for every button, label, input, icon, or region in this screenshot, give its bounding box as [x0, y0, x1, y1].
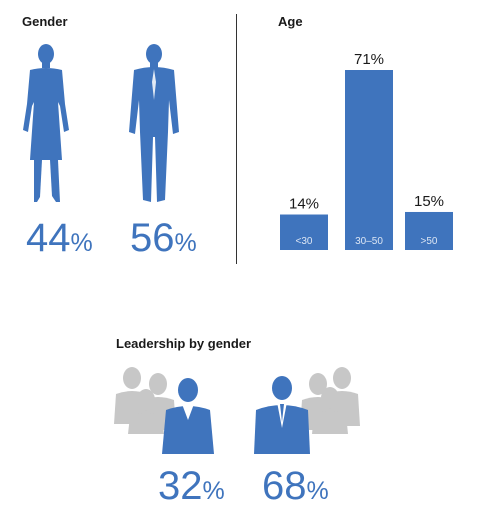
- age-bar: [345, 70, 393, 250]
- gender-female-unit: %: [70, 229, 93, 257]
- leadership-male-value: 68: [262, 464, 307, 508]
- age-bar-chart: 14% <30 71% 30–50 15% >50: [280, 51, 453, 250]
- leadership-female-value: 32: [158, 464, 203, 508]
- age-bar: [405, 211, 453, 250]
- age-bar-value-label: 15%: [414, 193, 444, 210]
- leadership-male-unit: %: [306, 477, 329, 505]
- men-group-icon: [254, 367, 360, 454]
- age-bar-value-label: 14%: [289, 196, 319, 213]
- age-bar-category-label: <30: [296, 236, 313, 247]
- age-bar-value-label: 71%: [354, 51, 384, 68]
- gender-female-value: 44: [26, 216, 71, 260]
- woman-figure-icon: [23, 44, 69, 202]
- gender-male-unit: %: [174, 229, 197, 257]
- leadership-male-percent: 68%: [262, 466, 329, 506]
- man-figure-icon: [129, 44, 179, 202]
- women-group-icon: [114, 367, 214, 454]
- leadership-female-percent: 32%: [158, 466, 225, 506]
- gender-female-percent: 44%: [26, 218, 93, 258]
- gender-male-percent: 56%: [130, 218, 197, 258]
- leadership-female-unit: %: [202, 477, 225, 505]
- age-heading: Age: [278, 14, 303, 29]
- gender-heading: Gender: [22, 14, 68, 29]
- leadership-heading: Leadership by gender: [116, 336, 252, 351]
- age-bar-category-label: >50: [421, 236, 438, 247]
- gender-male-value: 56: [130, 216, 175, 260]
- age-bar: [280, 214, 328, 250]
- age-bar-category-label: 30–50: [355, 236, 383, 247]
- section-divider: [236, 14, 237, 264]
